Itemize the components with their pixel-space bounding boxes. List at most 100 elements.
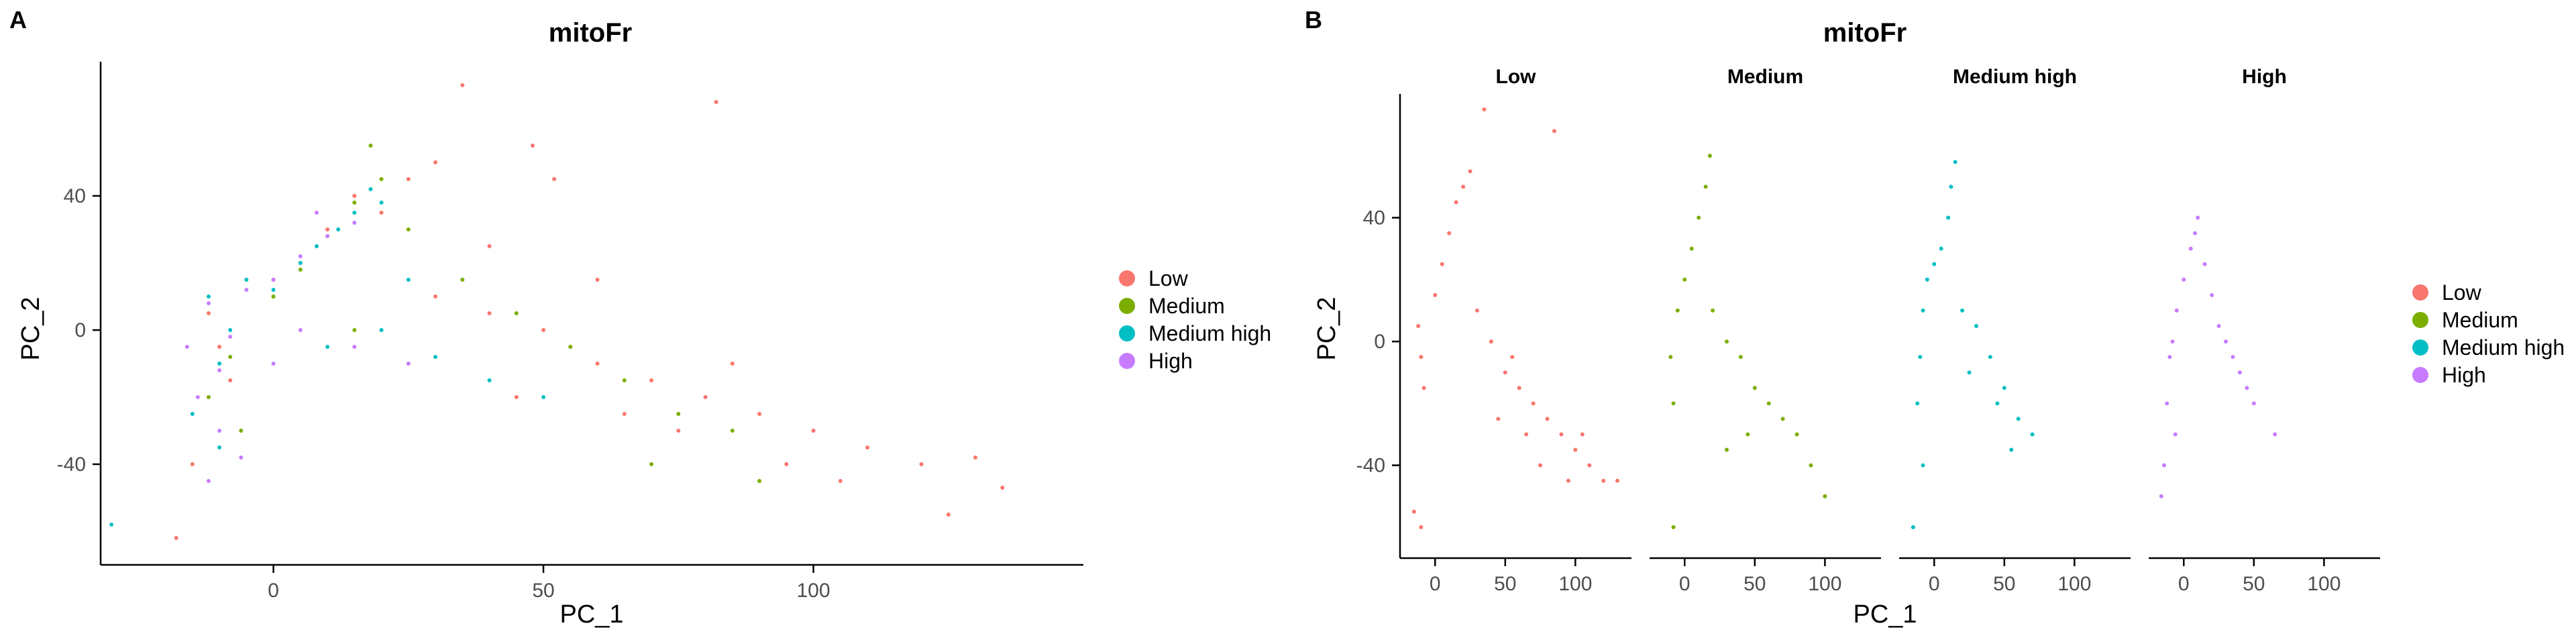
legend-swatch — [1119, 298, 1135, 314]
point-low — [1000, 486, 1005, 490]
point-low — [1538, 463, 1543, 468]
point-medium-high — [1911, 525, 1915, 529]
point-high — [298, 328, 303, 332]
point-low — [1524, 432, 1529, 437]
point-medium-high — [206, 294, 211, 299]
point-low — [1601, 478, 1606, 483]
legend-swatch — [2412, 284, 2428, 301]
point-medium — [676, 412, 681, 416]
point-high — [2188, 246, 2193, 251]
point-low — [1419, 525, 1424, 529]
point-medium-high — [336, 227, 341, 231]
point-low — [784, 462, 789, 466]
point-high — [2193, 231, 2197, 235]
point-medium — [1780, 417, 1785, 421]
legend-label: Medium — [2442, 308, 2518, 332]
point-medium-high — [244, 278, 249, 282]
x-tick-label: 100 — [2057, 573, 2091, 595]
point-medium-high — [2009, 447, 2014, 452]
point-high — [2273, 432, 2277, 437]
point-medium — [352, 201, 357, 205]
point-high — [244, 288, 249, 292]
point-low — [487, 311, 492, 315]
point-low — [1573, 447, 1578, 452]
point-medium-high — [487, 378, 492, 382]
point-medium-high — [1918, 355, 1923, 360]
point-low — [811, 429, 816, 433]
legend-label: Medium high — [1148, 321, 1271, 345]
point-low — [1559, 432, 1564, 437]
point-medium-high — [298, 261, 303, 265]
point-low — [1447, 231, 1452, 235]
point-low — [433, 160, 438, 164]
point-medium — [1703, 184, 1708, 189]
point-high — [2165, 401, 2169, 406]
point-low — [1545, 417, 1550, 421]
point-low — [433, 294, 438, 299]
point-medium-high — [379, 201, 384, 205]
point-low — [1503, 370, 1507, 375]
point-low — [865, 445, 870, 449]
point-medium — [568, 345, 573, 349]
point-high — [2237, 370, 2242, 375]
panel-a-ticks: 0 50 100 -40 0 40 — [57, 185, 830, 602]
legend-label: High — [1148, 349, 1193, 373]
point-medium-high — [406, 278, 411, 282]
point-high — [2173, 432, 2178, 437]
panel-a-x-title: PC_1 — [559, 600, 623, 629]
point-high — [2224, 339, 2228, 344]
point-medium-high — [1953, 160, 1957, 164]
point-high — [195, 395, 200, 399]
point-high — [2159, 494, 2163, 498]
legend-swatch — [1119, 270, 1135, 286]
point-low — [1475, 308, 1479, 313]
facet-low: Low -40 0 40 0 50 100 — [1356, 66, 1631, 595]
x-tick-label: 0 — [2178, 573, 2190, 595]
panel-b-title: mitoFr — [1823, 18, 1907, 48]
point-low — [730, 362, 735, 366]
y-tick-label: -40 — [57, 453, 86, 476]
point-low — [1496, 417, 1501, 421]
point-medium — [1725, 447, 1729, 452]
facet-medium-high: Medium high 0 50 100 — [1899, 66, 2131, 595]
point-high — [2202, 262, 2207, 266]
point-medium — [1671, 401, 1676, 406]
facet-strip-label: Medium — [1727, 66, 1803, 88]
point-low — [530, 144, 535, 148]
point-medium-high — [1932, 262, 1937, 266]
point-medium-high — [1949, 184, 1953, 189]
point-low — [622, 412, 627, 416]
point-low — [541, 328, 546, 332]
point-high — [2182, 277, 2186, 282]
point-low — [946, 513, 951, 517]
point-medium-high — [368, 187, 373, 191]
point-low — [1454, 200, 1458, 205]
y-tick-label: 40 — [64, 185, 86, 207]
point-low — [1461, 184, 1466, 189]
point-low — [1468, 169, 1472, 174]
point-low — [1419, 355, 1424, 360]
point-low — [352, 194, 357, 198]
point-low — [757, 412, 762, 416]
point-medium-high — [1995, 401, 2000, 406]
point-medium-high — [1967, 370, 1972, 375]
point-high — [206, 301, 211, 305]
point-medium-high — [1925, 277, 1929, 282]
x-tick-label: 50 — [532, 580, 554, 602]
point-medium — [1752, 386, 1757, 390]
x-tick-label: 50 — [1993, 573, 2015, 595]
panel-b-facets: Low -40 0 40 0 50 100 Medium 0 50 100 Medium high 0 5… — [1356, 66, 2380, 595]
point-low — [1587, 463, 1592, 468]
x-tick-label: 50 — [1494, 573, 1516, 595]
x-tick-label: 50 — [2243, 573, 2265, 595]
point-medium — [622, 378, 627, 382]
point-low — [487, 244, 492, 248]
point-low — [703, 395, 708, 399]
point-medium-high — [541, 395, 546, 399]
point-medium — [730, 429, 735, 433]
panel-b-y-title: PC_2 — [1313, 297, 1341, 360]
point-medium-high — [271, 288, 276, 292]
point-low — [973, 455, 978, 460]
point-medium-high — [2002, 386, 2006, 390]
point-medium — [1809, 463, 1813, 468]
